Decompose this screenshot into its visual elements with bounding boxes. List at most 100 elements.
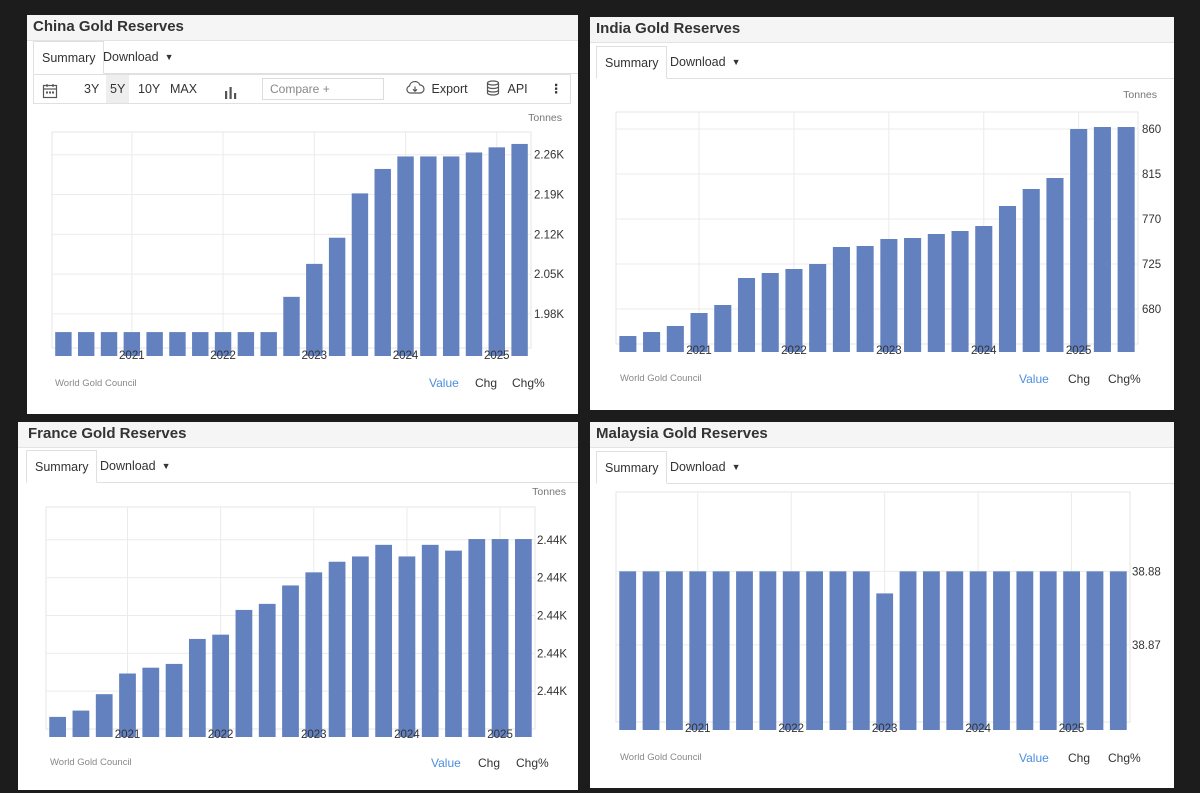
bar (899, 571, 917, 730)
bar (666, 326, 684, 352)
chg-toggle[interactable]: Chg (1068, 372, 1091, 386)
chart-toolbar: 3Y 5Y 10Y MAX Compare + Export API ⋮ (33, 74, 571, 104)
bar (214, 332, 232, 356)
calendar-icon[interactable] (42, 81, 58, 99)
tab-summary[interactable]: Summary (596, 451, 668, 484)
bar (283, 296, 300, 356)
download-button[interactable]: Download ▼ (92, 450, 179, 482)
bar (306, 263, 323, 356)
x-tick-label: 2025 (1066, 345, 1092, 357)
value-toggle[interactable]: Value (429, 376, 459, 390)
chg-toggle[interactable]: Chg (478, 756, 501, 770)
y-tick-label: 2.44K (537, 535, 567, 547)
chg-pct-toggle[interactable]: Chg% (516, 756, 549, 770)
chg-pct-toggle[interactable]: Chg% (512, 376, 545, 390)
bar (642, 571, 660, 730)
tab-bar: Summary Download ▼ (596, 46, 1174, 79)
tab-summary[interactable]: Summary (26, 450, 98, 483)
download-button[interactable]: Download ▼ (95, 41, 182, 73)
bar (782, 571, 800, 730)
x-tick-label: 2025 (487, 729, 513, 741)
period-max[interactable]: MAX (170, 82, 198, 96)
bar (852, 571, 870, 730)
compare-input[interactable]: Compare + (262, 78, 384, 100)
bar (712, 571, 730, 730)
period-10y[interactable]: 10Y (138, 82, 161, 96)
bar (420, 156, 437, 356)
bar (95, 694, 113, 737)
bar (192, 332, 209, 356)
malaysia-panel: Malaysia Gold Reserves Summary Download ▼… (590, 422, 1174, 788)
y-tick-label: 38.87 (1132, 640, 1161, 652)
period-3y[interactable]: 3Y (84, 82, 100, 96)
plot-area (615, 491, 1131, 723)
tab-bar: Summary Download ▼ (596, 451, 1174, 484)
y-tick-label: 1.98K (534, 309, 564, 321)
bar (49, 716, 67, 737)
tab-summary[interactable]: Summary (596, 46, 668, 79)
tab-bar: Summary Download ▼ (33, 41, 578, 74)
download-button[interactable]: Download ▼ (662, 46, 749, 78)
period-5y[interactable]: 5Y (106, 75, 130, 103)
x-tick-label: 2022 (208, 729, 234, 741)
bar (282, 585, 299, 737)
bar (1109, 571, 1127, 730)
y-tick-label: 860 (1142, 124, 1161, 136)
export-button[interactable]: Export (405, 75, 468, 103)
bar (351, 556, 369, 737)
panel-title: India Gold Reserves (590, 17, 1174, 43)
database-icon (486, 80, 500, 96)
tab-summary[interactable]: Summary (33, 41, 105, 74)
bar (169, 332, 186, 356)
caret-down-icon: ▼ (731, 57, 741, 67)
plot-area (615, 111, 1139, 345)
bar (761, 273, 779, 352)
download-button[interactable]: Download ▼ (662, 451, 749, 483)
x-tick-label: 2023 (872, 723, 898, 735)
api-button[interactable]: API (486, 75, 528, 103)
india-bar-chart: 2021 2022 2023 2024 2025 680 725 770 815 860 (615, 111, 1161, 357)
x-tick-label: 2024 (971, 345, 997, 357)
bar (100, 332, 118, 356)
chg-toggle[interactable]: Chg (475, 376, 498, 390)
bar (785, 269, 803, 352)
bar (488, 147, 505, 356)
bar (237, 332, 255, 356)
caret-down-icon: ▼ (731, 462, 741, 472)
bar-chart-type-icon[interactable] (224, 82, 238, 99)
x-tick-label: 2021 (686, 345, 712, 357)
bar (737, 278, 756, 352)
y-tick-label: 2.05K (534, 269, 564, 281)
y-tick-label: 2.44K (537, 610, 567, 622)
bar (123, 332, 141, 356)
panel-title: China Gold Reserves (27, 15, 578, 41)
bar (1039, 571, 1057, 730)
chg-pct-toggle[interactable]: Chg% (1108, 751, 1141, 765)
x-tick-label: 2024 (965, 723, 991, 735)
bar (1022, 189, 1040, 352)
caret-down-icon: ▼ (161, 461, 171, 471)
bar (643, 332, 661, 352)
chg-pct-toggle[interactable]: Chg% (1108, 372, 1141, 386)
chg-toggle[interactable]: Chg (1068, 751, 1091, 765)
bar (351, 193, 369, 356)
bar (832, 247, 850, 352)
units-label: Tonnes (1123, 89, 1157, 101)
bar (146, 332, 163, 356)
more-options-icon[interactable]: ⋮ (550, 82, 563, 96)
bar (904, 238, 922, 352)
value-toggle[interactable]: Value (431, 756, 461, 770)
x-tick-label: 2021 (119, 350, 145, 362)
bar (1070, 129, 1088, 352)
bar (465, 152, 483, 356)
bar (714, 305, 732, 352)
source-label: World Gold Council (55, 378, 137, 389)
source-label: World Gold Council (620, 373, 702, 384)
bar (328, 237, 346, 356)
value-toggle[interactable]: Value (1019, 372, 1049, 386)
bar (260, 332, 277, 356)
value-toggle[interactable]: Value (1019, 751, 1049, 765)
bar (514, 539, 532, 737)
x-tick-label: 2025 (484, 350, 510, 362)
panel-title: France Gold Reserves (18, 422, 578, 448)
